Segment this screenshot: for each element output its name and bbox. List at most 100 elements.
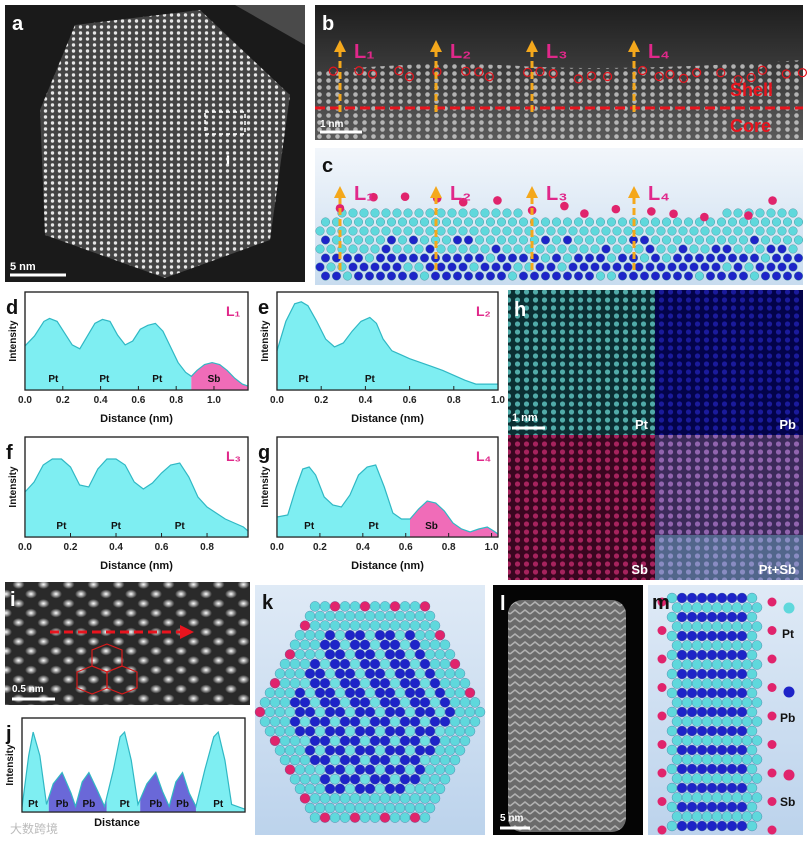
atom xyxy=(513,244,523,254)
map-pb-dots xyxy=(655,290,803,435)
atom-model xyxy=(657,592,777,835)
atom xyxy=(404,668,416,679)
legend-swatch xyxy=(783,686,795,698)
x-tick-label: 0.8 xyxy=(442,542,456,553)
plot-frame-edge xyxy=(276,291,499,391)
atom xyxy=(365,235,375,245)
atom xyxy=(480,244,490,254)
atom xyxy=(640,271,650,281)
atom xyxy=(736,687,748,699)
atom xyxy=(731,811,743,822)
atom xyxy=(429,774,441,785)
atom xyxy=(434,745,446,756)
atom xyxy=(671,792,683,803)
atom xyxy=(666,744,678,756)
atom xyxy=(640,253,650,263)
atom xyxy=(304,726,316,737)
atom xyxy=(439,735,451,746)
atom xyxy=(349,774,361,785)
atom xyxy=(309,678,321,689)
atom xyxy=(344,630,356,641)
atom xyxy=(369,658,381,670)
atom xyxy=(686,725,698,737)
atom xyxy=(728,235,738,245)
sb-atom xyxy=(657,740,667,749)
region-label: Pt xyxy=(48,374,59,385)
atom xyxy=(354,706,366,718)
atom xyxy=(766,226,776,236)
line-label: L₁ xyxy=(354,41,375,63)
atom xyxy=(519,217,529,227)
atom xyxy=(772,271,782,281)
atom xyxy=(343,217,353,227)
panel-label: k xyxy=(262,592,274,614)
map-sb-dots xyxy=(508,435,655,580)
inset-label: i xyxy=(226,151,230,168)
atom xyxy=(404,802,416,814)
atom xyxy=(343,271,353,281)
atom xyxy=(374,649,386,660)
atom xyxy=(384,802,396,814)
x-tick-label: 0.4 xyxy=(356,542,370,553)
atom xyxy=(733,226,743,236)
atom xyxy=(706,744,718,756)
atom xyxy=(607,235,617,245)
atom xyxy=(379,697,391,708)
atom xyxy=(676,592,688,604)
atom xyxy=(389,754,401,766)
arrow-head xyxy=(526,186,538,198)
atom xyxy=(676,763,688,775)
atom xyxy=(666,820,678,832)
atom xyxy=(696,611,708,623)
atom xyxy=(299,793,311,804)
surface-atom xyxy=(757,65,767,75)
atom xyxy=(746,801,758,813)
atom xyxy=(319,639,331,650)
atom xyxy=(379,678,391,689)
atom xyxy=(314,726,326,737)
atom xyxy=(701,678,713,689)
atom xyxy=(447,226,457,236)
atom xyxy=(429,735,441,746)
atom xyxy=(623,244,633,254)
atom xyxy=(289,716,301,727)
atom xyxy=(695,235,705,245)
atom xyxy=(696,763,708,775)
atom xyxy=(299,774,311,785)
atom xyxy=(404,649,416,660)
atom xyxy=(324,706,336,718)
atom xyxy=(394,745,406,756)
profile-line xyxy=(276,464,499,535)
atom xyxy=(700,226,710,236)
atom xyxy=(447,244,457,254)
atom xyxy=(399,754,411,766)
atom xyxy=(359,774,371,785)
atom xyxy=(279,754,291,766)
atom xyxy=(706,630,718,642)
atom xyxy=(686,763,698,775)
atom xyxy=(513,262,523,272)
atom xyxy=(736,744,748,756)
atom xyxy=(321,253,331,263)
atom xyxy=(706,687,718,699)
atom xyxy=(419,678,431,689)
atom xyxy=(726,725,738,737)
atom xyxy=(722,244,732,254)
atom xyxy=(541,235,551,245)
atom xyxy=(420,235,430,245)
atom xyxy=(681,697,693,708)
region-label: Pb xyxy=(176,799,189,810)
atom xyxy=(324,764,336,775)
atom xyxy=(686,687,698,699)
line-label: L₂ xyxy=(450,41,471,63)
atom xyxy=(497,235,507,245)
atom xyxy=(447,262,457,272)
atom xyxy=(751,811,763,822)
x-tick-label: 0.6 xyxy=(131,395,145,406)
atom xyxy=(746,630,758,642)
x-tick-label: 0.8 xyxy=(200,542,214,553)
atom xyxy=(379,639,391,650)
atom xyxy=(563,235,573,245)
atom xyxy=(424,783,436,794)
atom xyxy=(667,262,677,272)
